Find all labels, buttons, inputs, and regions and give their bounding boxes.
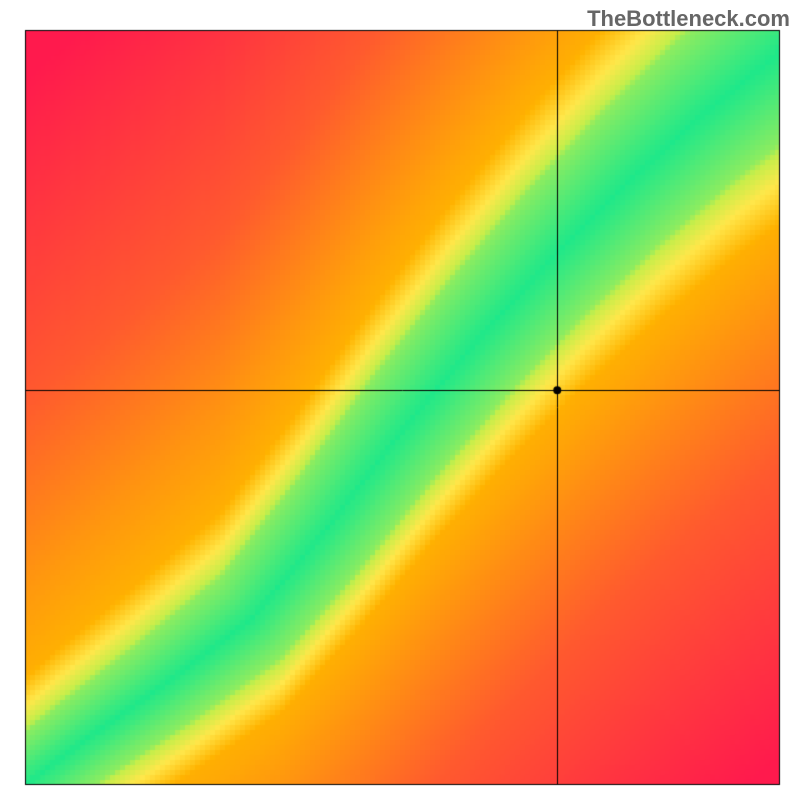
watermark-text: TheBottleneck.com [587, 6, 790, 32]
chart-container: TheBottleneck.com [0, 0, 800, 800]
heatmap-canvas [0, 0, 800, 800]
